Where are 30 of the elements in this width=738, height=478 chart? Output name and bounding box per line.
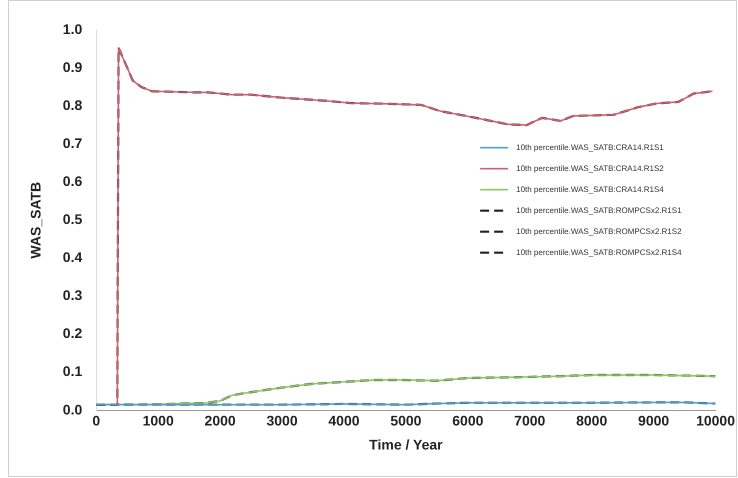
- x-tick-label: 0: [92, 412, 100, 429]
- y-tick-label: 0.4: [62, 249, 82, 266]
- y-tick-label: 0.2: [62, 325, 82, 342]
- y-tick-label: 0.1: [62, 363, 82, 380]
- y-tick-label: 0.5: [62, 211, 82, 228]
- legend-label: 10th percentile.WAS_SATB:CRA14.R1S4: [516, 184, 664, 194]
- y-tick-label: 0.7: [62, 134, 82, 151]
- x-tick-label: 1000: [142, 412, 174, 429]
- legend-label: 10th percentile.WAS_SATB:ROMPCSx2.R1S2: [516, 226, 682, 236]
- y-axis-title: WAS_SATB: [27, 182, 44, 259]
- x-tick-label: 4000: [328, 412, 360, 429]
- x-tick-label: 7000: [514, 412, 546, 429]
- y-tick-label: 0.6: [62, 173, 82, 190]
- x-tick-label: 9000: [638, 412, 670, 429]
- x-tick-label: 3000: [266, 412, 298, 429]
- y-tick-label: 0.0: [62, 401, 82, 418]
- x-tick-label: 2000: [204, 412, 236, 429]
- x-tick-label: 10000: [696, 412, 736, 429]
- legend-label: 10th percentile.WAS_SATB:ROMPCSx2.R1S1: [516, 206, 682, 215]
- x-axis-title: Time / Year: [369, 436, 444, 452]
- y-tick-label: 0.8: [62, 96, 82, 113]
- y-tick-label: 0.3: [62, 287, 82, 304]
- legend-label: 10th percentile.WAS_SATB:CRA14.R1S1: [516, 142, 664, 152]
- x-tick-label: 5000: [390, 412, 422, 429]
- y-tick-label: 1.0: [62, 20, 82, 37]
- legend-label: 10th percentile.WAS_SATB:CRA14.R1S2: [516, 164, 664, 173]
- x-tick-label: 8000: [576, 412, 608, 429]
- y-tick-label: 0.9: [62, 58, 82, 75]
- legend-label: 10th percentile.WAS_SATB:ROMPCSx2.R1S4: [516, 248, 682, 257]
- x-tick-label: 6000: [452, 412, 484, 429]
